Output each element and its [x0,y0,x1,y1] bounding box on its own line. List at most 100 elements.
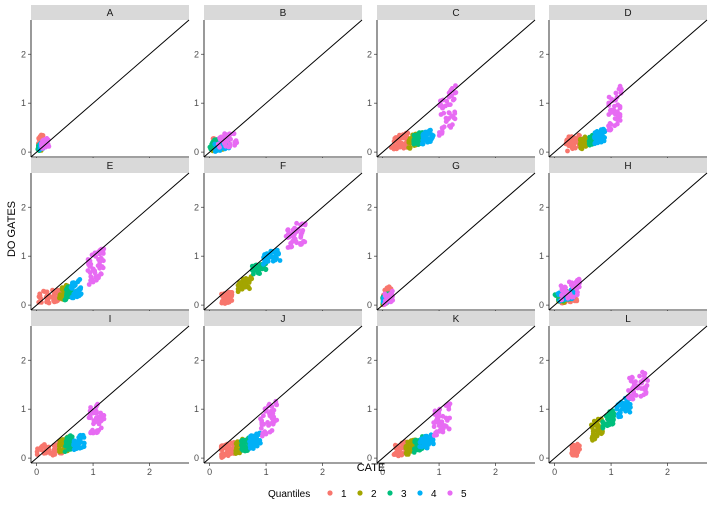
data-point-q4 [71,291,77,297]
data-point-q5 [444,98,450,104]
y-tick-label: 1 [367,98,372,108]
legend-label: 4 [431,489,437,500]
data-point-q5 [643,391,649,396]
facet-strip [31,5,189,20]
data-point-q5 [630,392,635,398]
data-point-q5 [446,426,452,432]
y-tick-label: 2 [194,355,199,365]
data-point-q4 [80,432,86,438]
x-tick-label: 2 [320,467,325,477]
data-point-q5 [260,431,266,436]
y-tick-label: 1 [367,404,372,414]
data-point-q4 [273,253,278,258]
data-point-q4 [249,444,254,449]
data-point-q5 [387,293,393,299]
data-point-q5 [441,110,447,116]
legend-swatch [327,490,333,496]
data-point-q5 [98,271,104,277]
x-tick-label: 2 [493,467,498,477]
data-point-q1 [571,138,577,144]
data-point-q2 [237,280,242,286]
facet-strip-label: D [624,8,631,19]
data-point-q3 [413,437,419,443]
data-point-q1 [219,300,225,306]
data-point-q3 [411,140,417,146]
data-point-q5 [612,103,617,109]
data-point-q5 [626,388,631,393]
data-point-q5 [101,412,106,418]
data-point-q5 [88,274,94,279]
data-point-q2 [580,137,585,143]
y-tick-label: 0 [194,300,199,310]
data-point-q5 [451,96,457,102]
data-point-q2 [593,423,599,428]
facet-strip [31,158,189,173]
data-point-q4 [277,258,283,263]
facet-strip-label: B [280,8,287,19]
data-point-q5 [637,373,642,379]
y-tick-label: 2 [539,355,544,365]
data-point-q1 [569,450,575,455]
facet-panel-G: G012012 [367,158,536,324]
data-point-q5 [627,395,632,401]
facet-strip-label: A [107,8,114,19]
points [563,83,624,154]
data-point-q2 [405,448,411,454]
facet-strip [204,5,362,20]
y-tick-label: 0 [539,300,544,310]
data-point-q5 [434,419,440,425]
data-point-q4 [593,136,599,142]
data-point-q5 [274,417,280,423]
data-point-q5 [438,102,444,108]
legend-swatch [357,490,363,496]
data-point-q4 [417,444,423,450]
data-point-q2 [407,146,413,151]
facet-strip [377,158,535,173]
data-point-q1 [47,451,53,456]
data-point-q1 [399,140,405,146]
data-point-q5 [98,425,104,431]
y-tick-label: 2 [194,49,199,59]
data-point-q1 [403,134,409,140]
identity-line [30,172,190,311]
legend-label: 3 [401,489,407,500]
data-point-q5 [299,241,304,247]
data-point-q3 [606,422,612,428]
x-tick-label: 1 [437,467,442,477]
data-point-q5 [217,144,222,150]
data-point-q5 [576,277,582,283]
data-point-q5 [453,90,459,95]
data-point-q4 [602,135,607,141]
data-point-q3 [240,445,245,450]
data-point-q5 [439,125,445,131]
data-point-q3 [62,449,68,455]
data-point-q5 [88,261,94,267]
data-point-q5 [614,121,620,127]
data-point-q1 [37,293,43,298]
data-point-q5 [382,291,388,297]
data-point-q3 [606,413,612,418]
data-point-q4 [425,139,430,145]
data-point-q5 [449,93,454,99]
y-tick-label: 1 [21,251,26,261]
data-point-q5 [559,292,564,298]
data-point-q5 [90,410,96,416]
data-point-q1 [224,294,230,300]
facet-panel-C: C012012 [367,5,536,171]
points [388,83,459,152]
data-point-q5 [432,411,438,417]
data-point-q3 [65,441,71,447]
data-point-q5 [613,90,619,96]
data-point-q5 [447,401,453,407]
facet-strip-label: I [109,314,112,325]
x-tick-label: 1 [91,467,96,477]
legend: Quantiles 1 2 3 4 5 [268,489,467,500]
data-point-q5 [629,374,635,380]
y-tick-label: 2 [367,355,372,365]
facet-strip [31,311,189,326]
data-point-q5 [285,245,291,250]
y-tick-label: 0 [539,147,544,157]
facet-panel-A: A012012 [21,5,190,171]
data-point-q5 [85,257,91,262]
x-tick-label: 0 [34,467,39,477]
